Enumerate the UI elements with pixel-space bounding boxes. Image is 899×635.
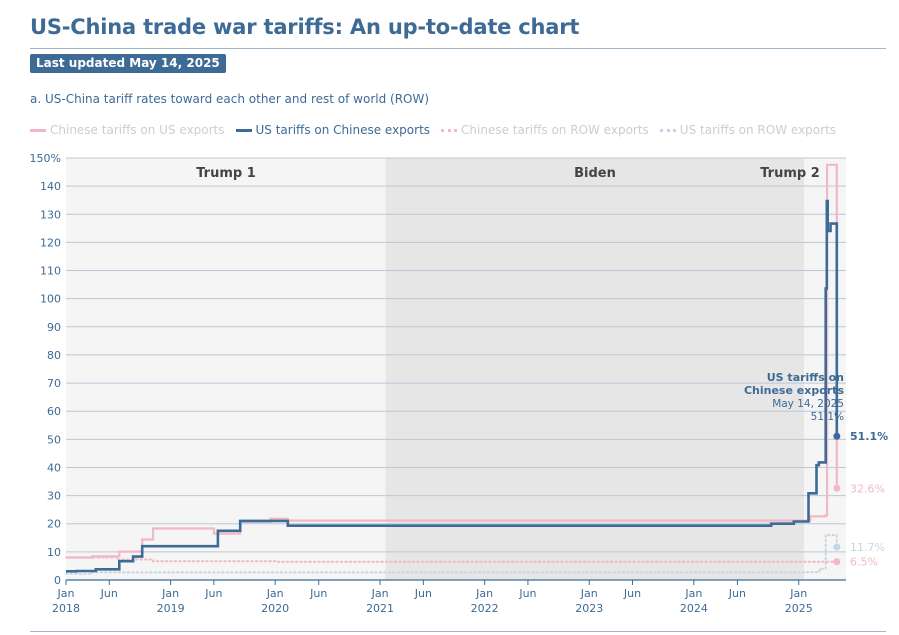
x-tick-label: Jun	[309, 587, 327, 600]
x-tick-label: Jan	[57, 587, 75, 600]
x-tick-label: Jun	[414, 587, 432, 600]
y-tick-label: 70	[47, 377, 61, 390]
series-end-label: 51.1%	[850, 430, 888, 443]
x-tick-label: Jan	[371, 587, 389, 600]
footer-divider	[30, 631, 886, 632]
y-tick-label: 130	[40, 208, 61, 221]
x-tick-label: Jun	[623, 587, 641, 600]
y-tick-label: 120	[40, 236, 61, 249]
series-line	[65, 534, 838, 575]
y-tick-label: 110	[40, 265, 61, 278]
x-tick-year-label: 2018	[52, 602, 80, 615]
annotation-value: 51.1%	[811, 411, 844, 423]
x-tick-year-label: 2024	[680, 602, 708, 615]
annotation-title-line1: US tariffs on	[767, 371, 844, 384]
x-tick-year-label: 2021	[366, 602, 394, 615]
series-end-point	[833, 432, 841, 440]
y-tick-label: 60	[47, 405, 61, 418]
y-tick-label: 20	[47, 518, 61, 531]
y-tick-label: 30	[47, 490, 61, 503]
x-tick-label: Jan	[684, 587, 702, 600]
legend-label: US tariffs on Chinese exports	[255, 123, 431, 137]
legend-swatch-dotted-blue	[659, 128, 676, 132]
page-title: US-China trade war tariffs: An up-to-dat…	[30, 15, 580, 39]
y-tick-label: 90	[47, 321, 61, 334]
y-tick-label: 150%	[30, 152, 61, 165]
period-label: Biden	[574, 166, 616, 181]
series-line	[65, 556, 838, 563]
legend-item-chinese-tariffs-row[interactable]: Chinese tariffs on ROW exports	[441, 123, 649, 137]
y-tick-label: 10	[47, 546, 61, 559]
series-line	[66, 199, 839, 573]
x-tick-label: Jun	[518, 587, 536, 600]
x-tick-label: Jun	[204, 587, 222, 600]
period-label: Trump 2	[760, 166, 820, 181]
x-tick-label: Jan	[475, 587, 493, 600]
period-band	[66, 158, 386, 580]
y-tick-label: 40	[47, 461, 61, 474]
series-end-label: 32.6%	[850, 482, 885, 495]
x-tick-year-label: 2020	[261, 602, 289, 615]
title-divider	[30, 48, 886, 49]
series-end-label: 11.7%	[850, 541, 885, 554]
x-tick-year-label: 2019	[157, 602, 185, 615]
chart-legend: Chinese tariffs on US exports US tariffs…	[30, 122, 847, 138]
legend-label: Chinese tariffs on US exports	[50, 123, 225, 137]
x-tick-label: Jan	[580, 587, 598, 600]
x-tick-label: Jan	[266, 587, 284, 600]
legend-swatch-dotted-pink	[441, 128, 458, 132]
x-tick-label: Jan	[789, 587, 807, 600]
legend-swatch-solid-blue	[235, 128, 252, 132]
period-band	[385, 158, 805, 580]
x-tick-year-label: 2023	[575, 602, 603, 615]
x-tick-year-label: 2025	[785, 602, 813, 615]
series-end-point	[833, 543, 841, 551]
legend-item-us-tariffs-china[interactable]: US tariffs on Chinese exports	[235, 123, 431, 137]
annotation-date: May 14, 2025	[772, 398, 844, 410]
y-tick-label: 100	[40, 293, 61, 306]
annotation-title-line2: Chinese exports	[744, 384, 844, 397]
series-end-label: 6.5%	[850, 556, 878, 569]
y-tick-label: 140	[40, 180, 61, 193]
legend-item-chinese-tariffs-us[interactable]: Chinese tariffs on US exports	[30, 123, 225, 137]
y-tick-label: 50	[47, 433, 61, 446]
y-tick-label: 0	[54, 574, 61, 587]
series-end-point	[833, 558, 841, 566]
legend-label: US tariffs on ROW exports	[679, 123, 837, 137]
y-tick-label: 80	[47, 349, 61, 362]
last-updated-badge: Last updated May 14, 2025	[30, 54, 226, 73]
x-tick-year-label: 2022	[471, 602, 499, 615]
period-label: Trump 1	[196, 166, 256, 181]
series-end-point	[833, 484, 841, 492]
x-tick-label: Jan	[161, 587, 179, 600]
chart-subtitle: a. US-China tariff rates toward each oth…	[30, 92, 430, 106]
legend-item-us-tariffs-row[interactable]: US tariffs on ROW exports	[659, 123, 837, 137]
legend-swatch-solid-pink	[30, 128, 46, 132]
x-tick-label: Jun	[100, 587, 118, 600]
x-tick-label: Jun	[728, 587, 746, 600]
legend-label: Chinese tariffs on ROW exports	[461, 123, 649, 137]
